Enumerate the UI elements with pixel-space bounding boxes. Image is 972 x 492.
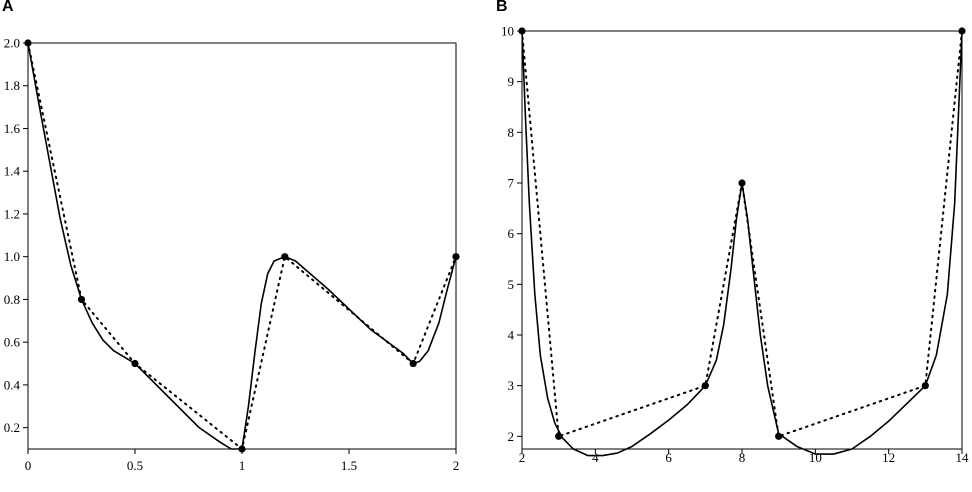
x-tick-label-a: 0.5 bbox=[127, 458, 143, 473]
x-tick-label-b: 12 bbox=[882, 450, 895, 465]
y-tick-label-a: 2.0 bbox=[4, 36, 20, 51]
y-tick-label-b: 3 bbox=[508, 378, 515, 393]
y-tick-label-a: 1.4 bbox=[4, 164, 21, 179]
series-smooth-curve-b bbox=[521, 30, 963, 457]
y-tick-label-b: 5 bbox=[508, 277, 515, 292]
chart-a-svg: 0 0.5 1 1.5 2 0.2 0.4 0.6 0.8 1.0 1.2 1.4 1.6 1.8 2.0 bbox=[4, 36, 460, 473]
data-point-b bbox=[555, 432, 563, 440]
y-tick-label-a: 1.6 bbox=[4, 121, 21, 136]
data-point-a bbox=[24, 39, 32, 47]
panel-label-a: A bbox=[2, 0, 14, 15]
chart-panel-b: B 2 4 6 8 10 12 14 2 3 4 5 6 7 8 9 10 bbox=[490, 0, 972, 492]
y-tick-label-a: 0.6 bbox=[4, 335, 21, 350]
x-tick-label-a: 1.5 bbox=[341, 458, 357, 473]
y-tick-label-b: 4 bbox=[508, 328, 515, 343]
data-point-b bbox=[518, 27, 526, 35]
x-tick-label-a: 2 bbox=[453, 458, 460, 473]
data-point-b bbox=[701, 382, 709, 390]
data-point-b bbox=[958, 27, 966, 35]
x-tick-label-b: 6 bbox=[665, 450, 672, 465]
x-tick-label-b: 2 bbox=[519, 450, 526, 465]
y-tick-label-a: 0.8 bbox=[4, 292, 20, 307]
y-tick-label-b: 9 bbox=[508, 74, 515, 89]
data-point-a bbox=[452, 253, 460, 261]
x-tick-label-a: 1 bbox=[239, 458, 246, 473]
chart-panel-a: A 0 0.5 1 1.5 2 0.2 0.4 0.6 0.8 1.0 1.2 1.4 1.6 1.8 2.… bbox=[0, 0, 482, 492]
x-tick-label-b: 4 bbox=[592, 450, 599, 465]
series-dotted-line-b bbox=[521, 30, 963, 438]
data-point-a bbox=[281, 253, 289, 261]
y-tick-label-a: 0.4 bbox=[4, 377, 21, 392]
data-point-a bbox=[131, 359, 139, 368]
y-tick-label-b: 10 bbox=[501, 24, 514, 39]
x-tick-label-b: 14 bbox=[956, 450, 970, 465]
data-point-a bbox=[77, 295, 86, 304]
series-dotted-line-a bbox=[27, 42, 457, 451]
y-tick-label-b: 7 bbox=[508, 176, 515, 191]
panel-label-b: B bbox=[496, 0, 508, 15]
data-point-a bbox=[238, 445, 246, 453]
plot-frame-a bbox=[27, 42, 457, 450]
y-tick-label-a: 1.8 bbox=[4, 78, 20, 93]
y-tick-label-a: 1.2 bbox=[4, 206, 20, 221]
y-tick-label-b: 8 bbox=[508, 125, 515, 140]
y-tick-label-a: 0.2 bbox=[4, 420, 20, 435]
x-tick-label-b: 8 bbox=[739, 450, 746, 465]
series-smooth-curve-a bbox=[27, 42, 457, 450]
data-point-b bbox=[738, 179, 746, 187]
data-point-b bbox=[921, 382, 929, 390]
data-point-b bbox=[775, 432, 783, 440]
data-point-a bbox=[409, 359, 417, 368]
plot-frame-b bbox=[521, 30, 963, 450]
y-tick-label-b: 6 bbox=[508, 226, 515, 241]
y-tick-label-a: 1.0 bbox=[4, 249, 20, 264]
y-tick-label-b: 2 bbox=[508, 429, 515, 444]
x-tick-label-a: 0 bbox=[25, 458, 32, 473]
